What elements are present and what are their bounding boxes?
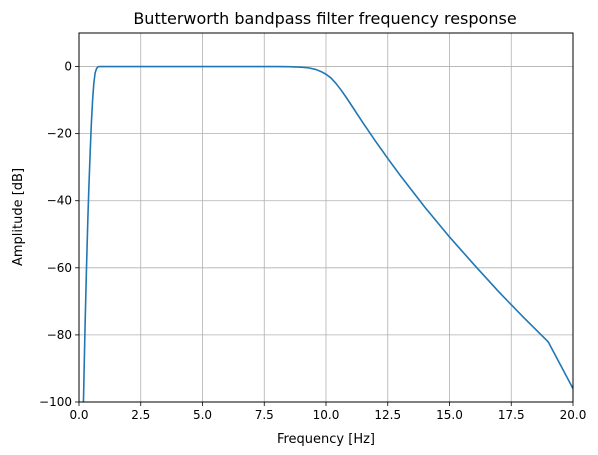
chart-title: Butterworth bandpass filter frequency re…: [133, 9, 516, 28]
y-axis-label: Amplitude [dB]: [11, 168, 26, 266]
y-tick-label: −100: [39, 395, 72, 409]
axis-ticks: 0.0 2.5 5.0 7.5 10.0 12.5 15.0 17.5 20.0 0 −20 −40 −…: [39, 60, 586, 422]
x-tick-label: 12.5: [374, 408, 401, 422]
y-tick-label: −60: [47, 261, 72, 275]
series-line-response: [82, 65, 573, 402]
x-tick-label: 15.0: [436, 408, 463, 422]
grid-lines: [78, 33, 574, 403]
x-axis-label: Frequency [Hz]: [277, 432, 375, 447]
x-tick-label: 7.5: [255, 408, 274, 422]
x-tick-label: 5.0: [193, 408, 212, 422]
y-tick-label: 0: [64, 60, 72, 74]
series-layer: [82, 65, 573, 402]
y-tick-label: −80: [47, 328, 72, 342]
x-tick-label: 17.5: [498, 408, 525, 422]
x-tick-label: 0.0: [69, 408, 88, 422]
x-tick-label: 20.0: [560, 408, 587, 422]
x-tick-label: 2.5: [131, 408, 150, 422]
y-tick-label: −20: [47, 127, 72, 141]
x-tick-label: 10.0: [313, 408, 340, 422]
y-tick-label: −40: [47, 194, 72, 208]
